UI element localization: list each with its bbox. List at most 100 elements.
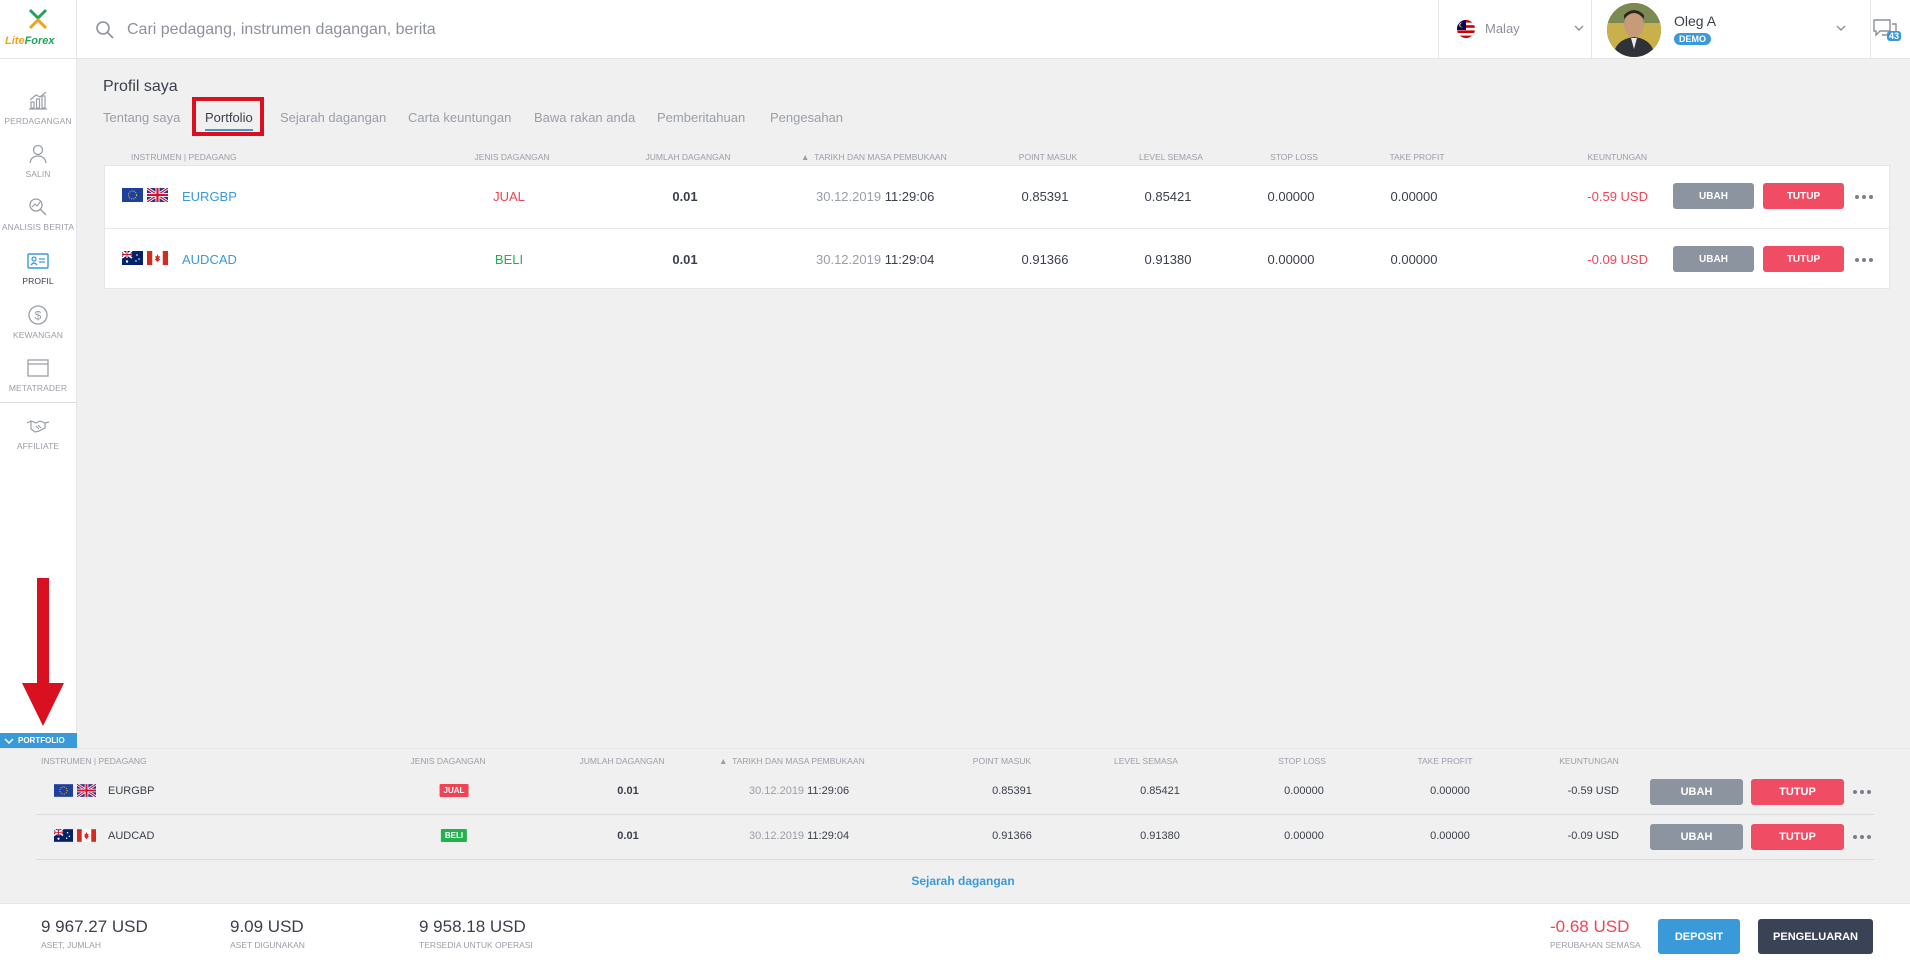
sidebar-item-copy[interactable]: SALIN [0, 142, 76, 194]
trade-volume: 0.01 [672, 252, 698, 267]
sidebar-item-news-analysis[interactable]: ANALISIS BERITA [0, 195, 76, 247]
header-take-profit[interactable]: TAKE PROFIT [1417, 756, 1473, 766]
entry-point: 0.91366 [992, 830, 1032, 842]
header-volume[interactable]: JUMLAH DAGANGAN [645, 152, 731, 162]
current-change-label: PERUBAHAN SEMASA [1550, 940, 1641, 950]
header-stop-loss[interactable]: STOP LOSS [1270, 152, 1318, 162]
header-stop-loss[interactable]: STOP LOSS [1278, 756, 1326, 766]
sidebar-item-trading[interactable]: PERDAGANGAN [0, 89, 76, 141]
tab-profit-chart[interactable]: Carta keuntungan [408, 110, 512, 125]
header-profit[interactable]: KEUNTUNGAN [1587, 152, 1647, 162]
sidebar-item-profile[interactable]: PROFIL [0, 249, 76, 301]
header-open-time-label: TARIKH DAN MASA PEMBUKAAN [732, 756, 865, 766]
news-analysis-icon [29, 198, 47, 216]
instrument-symbol[interactable]: EURGBP [108, 785, 155, 797]
user-copy-icon [29, 144, 47, 164]
edit-button[interactable]: UBAH [1673, 183, 1754, 209]
edit-button[interactable]: UBAH [1650, 779, 1743, 805]
close-button[interactable]: TUTUP [1751, 824, 1844, 850]
instrument-symbol[interactable]: EURGBP [182, 189, 237, 204]
language-selector[interactable]: Malay [1438, 0, 1591, 59]
take-profit: 0.00000 [1430, 830, 1470, 842]
flags [122, 188, 168, 202]
avatar[interactable] [1607, 3, 1661, 57]
trade-volume: 0.01 [672, 189, 698, 204]
tab-portfolio[interactable]: Portfolio [205, 110, 253, 131]
account-type-badge: DEMO [1674, 33, 1711, 45]
available-assets-value: 9 958.18 USD [419, 917, 526, 936]
tab-trade-history[interactable]: Sejarah dagangan [280, 110, 387, 125]
more-options-icon[interactable] [1855, 255, 1875, 265]
close-button[interactable]: TUTUP [1763, 183, 1844, 209]
take-profit: 0.00000 [1430, 785, 1470, 797]
chart-icon [29, 91, 47, 110]
instrument-symbol[interactable]: AUDCAD [182, 252, 237, 267]
header-open-time[interactable]: ▲ TARIKH DAN MASA PEMBUKAAN [801, 152, 947, 162]
flags [122, 251, 168, 265]
more-options-icon[interactable] [1853, 787, 1873, 797]
tab-notifications[interactable]: Pemberitahuan [657, 110, 746, 125]
open-time: 11:29:04 [807, 830, 850, 842]
header-profit[interactable]: KEUNTUNGAN [1559, 756, 1619, 766]
header-current[interactable]: LEVEL SEMASA [1114, 756, 1178, 766]
avatar-image [1607, 3, 1661, 57]
header-type[interactable]: JENIS DAGANGAN [474, 152, 550, 162]
more-options-icon[interactable] [1855, 192, 1875, 202]
bottom-portfolio-tab[interactable]: PORTFOLIO [0, 733, 77, 748]
close-button[interactable]: TUTUP [1763, 246, 1844, 272]
open-datetime: 30.12.2019 11:29:04 [749, 830, 849, 842]
withdraw-button[interactable]: PENGELUARAN [1758, 919, 1873, 954]
tab-about[interactable]: Tentang saya [103, 110, 181, 125]
header-entry[interactable]: POINT MASUK [972, 756, 1032, 766]
bottom-table-header: INSTRUMEN | PEDAGANG JENIS DAGANGAN JUML… [0, 749, 1910, 769]
sidebar-item-affiliate[interactable]: AFFILIATE [0, 414, 76, 466]
logo-prefix: Lite [5, 35, 25, 47]
table-row[interactable]: EURGBP JUAL 0.01 30.12.2019 11:29:06 0.8… [36, 770, 1874, 815]
annotation-arrow-icon [22, 578, 64, 726]
user-menu[interactable]: Oleg A DEMO [1591, 0, 1870, 59]
canada-flag-icon [77, 829, 96, 842]
close-button[interactable]: TUTUP [1751, 779, 1844, 805]
header-take-profit[interactable]: TAKE PROFIT [1389, 152, 1445, 162]
header-current[interactable]: LEVEL SEMASA [1139, 152, 1203, 162]
instrument-symbol[interactable]: AUDCAD [108, 830, 155, 842]
open-time: 11:29:06 [884, 189, 935, 204]
tab-refer-friends[interactable]: Bawa rakan anda [534, 110, 636, 125]
search-icon [96, 21, 114, 39]
svg-text:$: $ [35, 309, 42, 323]
table-row[interactable]: AUDCAD BELI 0.01 30.12.2019 11:29:04 0.9… [105, 228, 1889, 290]
header-instrument[interactable]: INSTRUMEN | PEDAGANG [41, 756, 147, 766]
profit: -0.09 USD [1567, 830, 1619, 842]
profile-card-icon [27, 253, 49, 269]
entry-point: 0.85391 [1021, 189, 1069, 204]
sidebar-item-finance[interactable]: $ KEWANGAN [0, 303, 76, 355]
header-type[interactable]: JENIS DAGANGAN [410, 756, 486, 766]
sidebar-item-metatrader[interactable]: METATRADER [0, 356, 76, 408]
table-row[interactable]: EURGBP JUAL 0.01 30.12.2019 11:29:06 0.8… [105, 166, 1889, 228]
trade-volume: 0.01 [617, 785, 639, 797]
header-entry[interactable]: POINT MASUK [1018, 152, 1078, 162]
uk-flag-icon [147, 188, 168, 202]
sidebar-item-label: AFFILIATE [16, 441, 60, 451]
header-instrument[interactable]: INSTRUMEN | PEDAGANG [131, 152, 237, 162]
header-volume[interactable]: JUMLAH DAGANGAN [579, 756, 665, 766]
logo[interactable]: LiteForex [0, 0, 77, 59]
entry-point: 0.85391 [992, 785, 1032, 797]
deposit-button[interactable]: DEPOSIT [1658, 919, 1740, 954]
trade-history-link[interactable]: Sejarah dagangan [911, 874, 1015, 888]
edit-button[interactable]: UBAH [1650, 824, 1743, 850]
used-assets-value: 9.09 USD [230, 917, 304, 936]
take-profit: 0.00000 [1390, 189, 1438, 204]
bottom-portfolio-panel: INSTRUMEN | PEDAGANG JENIS DAGANGAN JUML… [0, 748, 1910, 903]
more-options-icon[interactable] [1853, 832, 1873, 842]
search-input[interactable] [127, 17, 987, 43]
chat-button[interactable]: 43 [1870, 0, 1910, 59]
trade-type-tag: JUAL [439, 784, 469, 797]
sidebar-item-label: PERDAGANGAN [4, 116, 72, 126]
profit: -0.09 USD [1587, 252, 1648, 267]
stop-loss: 0.00000 [1267, 252, 1315, 267]
edit-button[interactable]: UBAH [1673, 246, 1754, 272]
table-row[interactable]: AUDCAD BELI 0.01 30.12.2019 11:29:04 0.9… [36, 815, 1874, 860]
tab-verification[interactable]: Pengesahan [770, 110, 844, 125]
header-open-time[interactable]: ▲ TARIKH DAN MASA PEMBUKAAN [719, 756, 865, 766]
